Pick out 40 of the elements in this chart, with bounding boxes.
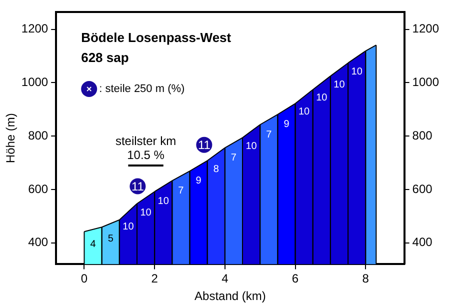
x-tick-label: 6 — [292, 272, 299, 286]
annotation: 11 — [198, 138, 211, 152]
annotation: 9 — [196, 176, 202, 187]
y-axis-title: Höhe (m) — [4, 113, 18, 164]
annotation: 8 — [213, 164, 220, 175]
y-tick-label: 400 — [28, 235, 48, 250]
y2-tick-label: 600 — [412, 182, 433, 196]
annotation: 10 — [316, 92, 328, 104]
annotation: 10 — [334, 79, 346, 90]
annotation: 7 — [178, 186, 184, 197]
annotation: 10.5 % — [127, 148, 165, 162]
x-axis-title: Abstand (km) — [194, 289, 266, 304]
annotation: 5 — [108, 233, 114, 244]
x-tick-label: 2 — [151, 272, 158, 286]
annotation: 10 — [246, 140, 258, 152]
y-tick-label: 1200 — [21, 22, 48, 36]
annotation: steilster km — [115, 134, 176, 148]
y2-tick-label: 800 — [412, 128, 433, 142]
annotation: 10 — [158, 196, 170, 207]
annotation: 10 — [140, 207, 152, 218]
annotation: 7 — [230, 152, 237, 164]
legend-label: : steile 250 m (%) — [99, 83, 185, 96]
x-tick-label: 0 — [80, 272, 88, 286]
x-tick-label: 8 — [362, 272, 370, 286]
y2-tick-label: 1200 — [412, 22, 440, 36]
y2-tick-label: 400 — [412, 235, 433, 250]
y-tick-label: 800 — [28, 128, 48, 142]
annotation: 10 — [298, 106, 310, 118]
annotation: 9 — [284, 118, 290, 130]
x-tick-label: 4 — [222, 272, 229, 286]
annotation: 4 — [90, 239, 96, 250]
text: Bödele Losenpass-West — [81, 30, 232, 45]
annotation: 10 — [122, 222, 134, 233]
y-tick-label: 600 — [28, 182, 48, 196]
y2-tick-label: 1000 — [412, 75, 440, 90]
annotation: 10 — [351, 66, 363, 78]
text: 628 sap — [81, 50, 129, 65]
annotation: 7 — [266, 129, 272, 140]
y-tick-label: 1000 — [21, 75, 48, 90]
annotation: 11 — [131, 180, 144, 194]
